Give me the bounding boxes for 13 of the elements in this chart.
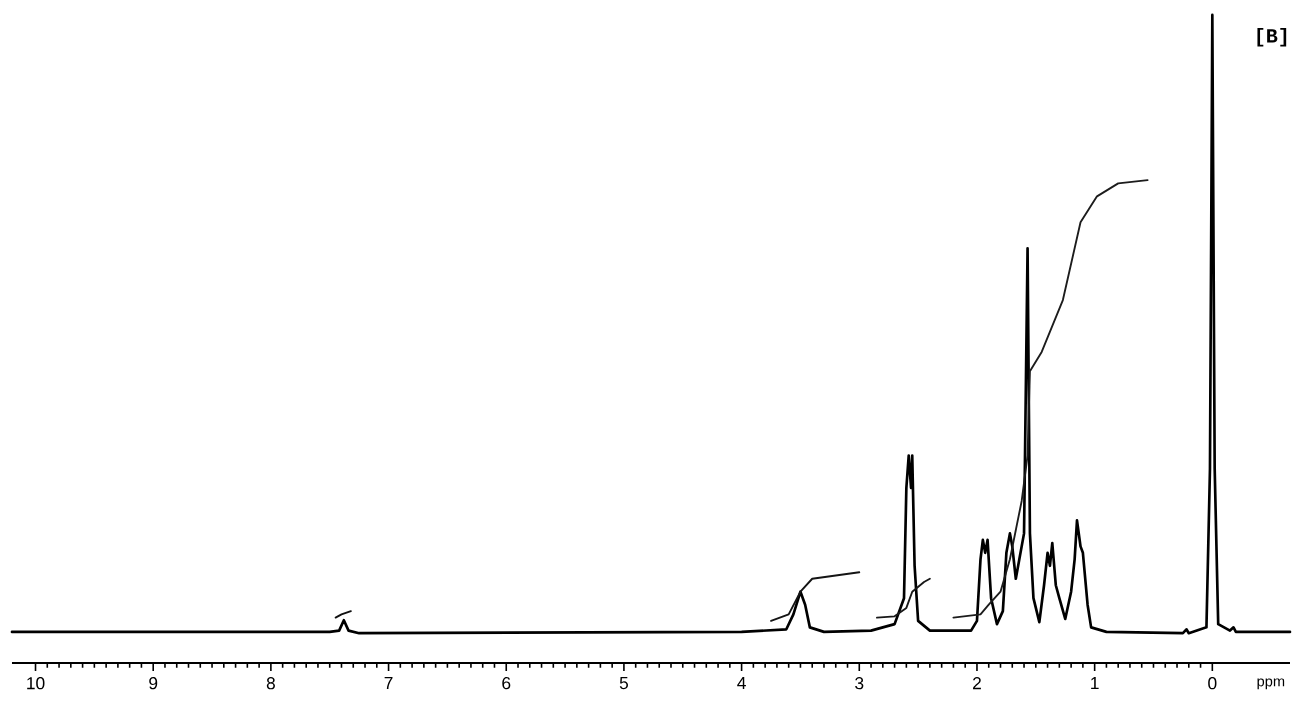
x-tick-label: 8 xyxy=(266,677,275,690)
x-tick-label: 6 xyxy=(502,677,511,690)
x-tick-label: 1 xyxy=(1091,677,1099,689)
x-tick-label: 7 xyxy=(384,677,393,689)
annotation: [B] xyxy=(1257,27,1287,47)
x-tick-label: 10 xyxy=(27,677,45,690)
x-tick-label: 2 xyxy=(973,677,981,690)
x-tick-label: 5 xyxy=(619,677,629,690)
x-axis-title: ppm xyxy=(1257,678,1285,690)
x-tick-label: 9 xyxy=(149,677,158,690)
x-tick-label: 4 xyxy=(737,677,746,689)
x-tick-label: 3 xyxy=(855,677,864,690)
x-tick-label: 0 xyxy=(1208,677,1217,690)
